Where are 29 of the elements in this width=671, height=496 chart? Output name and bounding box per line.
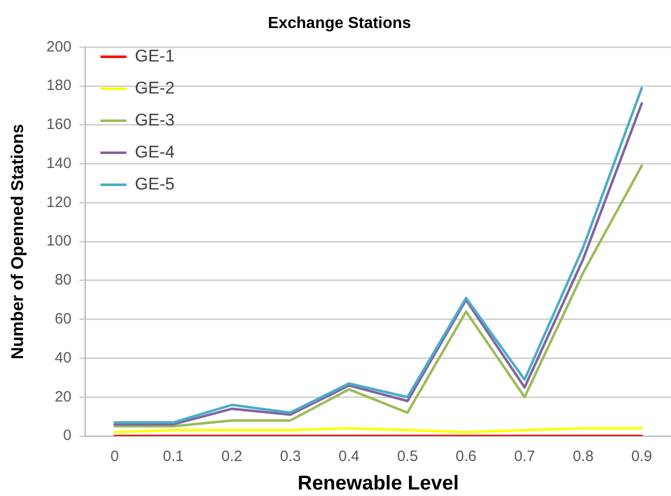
x-axis-title: Renewable Level xyxy=(298,472,459,495)
legend-label: GE-3 xyxy=(134,110,175,130)
y-tick-label: 20 xyxy=(54,388,72,406)
x-tick-label: 0.3 xyxy=(280,448,301,466)
y-tick-label: 160 xyxy=(46,116,72,134)
y-tick-label: 100 xyxy=(46,232,72,250)
x-tick-label: 0.7 xyxy=(514,448,536,466)
x-tick-label: 0 xyxy=(110,448,119,466)
y-tick-label: 80 xyxy=(54,272,72,289)
y-tick-label: 40 xyxy=(54,349,72,366)
x-tick-label: 0.2 xyxy=(221,448,242,466)
y-tick-label: 200 xyxy=(46,38,72,56)
y-tick-label: 140 xyxy=(46,154,72,172)
y-axis-title: Number of Openned Stations xyxy=(8,124,27,360)
x-tick-label: 0.8 xyxy=(572,448,594,466)
x-tick-label: 0.1 xyxy=(162,448,184,466)
x-tick-label: 0.9 xyxy=(631,448,652,466)
x-tick-label: 0.6 xyxy=(456,448,476,466)
y-tick-label: 120 xyxy=(46,194,72,211)
y-tick-label: 0 xyxy=(63,427,72,444)
x-tick-label: 0.5 xyxy=(397,448,418,466)
legend-label: GE-5 xyxy=(134,174,175,194)
chart-title: Exchange Stations xyxy=(268,15,412,32)
y-tick-label: 180 xyxy=(46,77,72,94)
x-tick-label: 0.4 xyxy=(338,448,360,466)
legend-label: GE-1 xyxy=(134,46,175,66)
legend-label: GE-2 xyxy=(134,78,175,98)
legend-label: GE-4 xyxy=(134,142,175,162)
y-tick-label: 60 xyxy=(54,310,72,328)
